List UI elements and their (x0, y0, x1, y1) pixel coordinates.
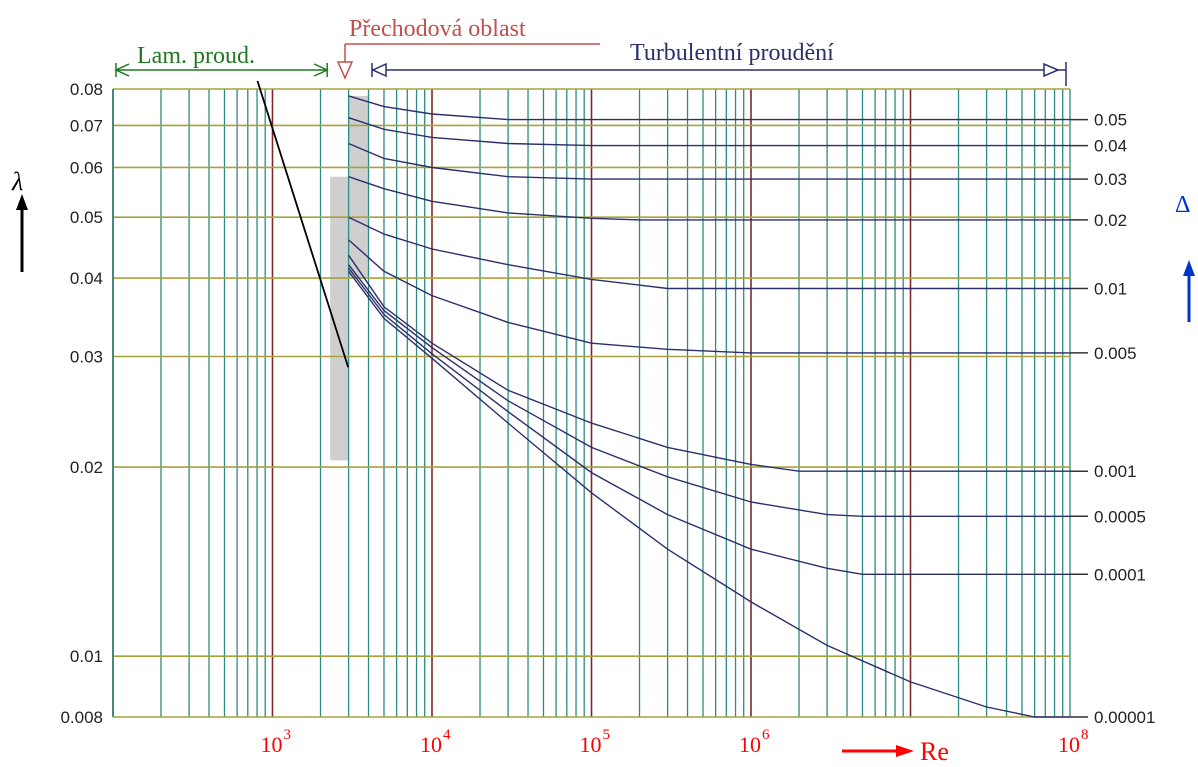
transition-band-rect (348, 95, 369, 279)
x-tick-exponent: 5 (603, 727, 611, 743)
y-tick-label: 0.07 (70, 116, 103, 135)
series-label: 0.03 (1094, 170, 1127, 189)
y-tick-label: 0.008 (60, 708, 103, 727)
flow-regions: Lam. proud. Přechodová oblast Turbulentní … (114, 16, 1067, 86)
laminar-friction-line (256, 80, 350, 368)
x-tick-base: 10 (261, 732, 283, 757)
right-axis-arrow-icon (1183, 260, 1195, 322)
y-axis-label: λ (11, 167, 23, 196)
friction-curve (348, 239, 1070, 354)
x-tick-label: 10 3 (261, 727, 292, 757)
y-tick-label: 0.04 (70, 269, 103, 288)
x-tick-base: 10 (1058, 732, 1080, 757)
series-label: 0.02 (1094, 211, 1127, 230)
series-label: 0.05 (1094, 111, 1127, 130)
transition-band (330, 95, 369, 461)
series-label: 0.0001 (1094, 565, 1146, 584)
y-axis-arrow-icon (16, 194, 28, 272)
y-tick-label: 0.08 (70, 80, 103, 99)
x-tick-base: 10 (739, 732, 761, 757)
x-tick-label: 10 8 (1058, 727, 1089, 757)
series-label: 0.005 (1094, 344, 1137, 363)
series-label: 0.00001 (1094, 708, 1155, 727)
friction-curve (348, 270, 1070, 718)
transition-region-label: Přechodová oblast (349, 16, 526, 42)
x-tick-exponent: 3 (284, 727, 292, 743)
x-tick-exponent: 6 (762, 727, 770, 743)
friction-curve (348, 264, 1070, 517)
y-tick-label: 0.01 (70, 647, 103, 666)
y-tick-label: 0.02 (70, 458, 103, 477)
x-tick-base: 10 (580, 732, 602, 757)
x-tick-label: 10 5 (580, 727, 611, 757)
laminar-region-label: Lam. proud. (137, 43, 255, 69)
friction-curve (348, 216, 1070, 290)
x-tick-exponent: 8 (1081, 727, 1089, 743)
x-axis-label: Re (920, 737, 949, 766)
turbulent-region-label: Turbulentní proudění (630, 40, 834, 66)
x-tick-label: 10 6 (739, 727, 770, 757)
x-axis-tick-labels: 10 3 10 4 10 5 10 6 10 8 (261, 727, 1089, 757)
y-tick-label: 0.06 (70, 158, 103, 177)
arrow-right-icon (1043, 62, 1060, 78)
series-label: 0.01 (1094, 279, 1127, 298)
friction-curve (348, 176, 1070, 221)
x-tick-label: 10 4 (420, 727, 451, 757)
series-label: 0.04 (1094, 137, 1127, 156)
series-label: 0.001 (1094, 462, 1137, 481)
friction-curves (348, 95, 1070, 718)
series-label: 0.0005 (1094, 507, 1146, 526)
y-axis-tick-labels: 0.08 0.07 0.06 0.05 0.04 0.03 0.02 0.01 0.008 (60, 80, 103, 727)
vertical-gridlines (112, 89, 1071, 717)
y-tick-label: 0.05 (70, 208, 103, 227)
transition-band-rect (330, 176, 349, 461)
series-labels: 0.05 0.04 0.03 0.02 0.01 0.005 0.001 0.0005 0.00… (1070, 111, 1155, 727)
transition-marker-icon (336, 61, 354, 80)
friction-curve (348, 254, 1070, 472)
laminar-line (256, 80, 350, 368)
x-tick-exponent: 4 (443, 727, 451, 743)
friction-curve (348, 267, 1070, 575)
x-axis-arrow-icon (842, 745, 914, 757)
y-tick-label: 0.03 (70, 348, 103, 367)
x-tick-base: 10 (420, 732, 442, 757)
arrow-left-icon (371, 62, 387, 78)
friction-curve (348, 117, 1070, 147)
right-axis-label: Δ (1175, 192, 1190, 218)
friction-curve (348, 142, 1070, 180)
friction-curve (348, 95, 1070, 121)
